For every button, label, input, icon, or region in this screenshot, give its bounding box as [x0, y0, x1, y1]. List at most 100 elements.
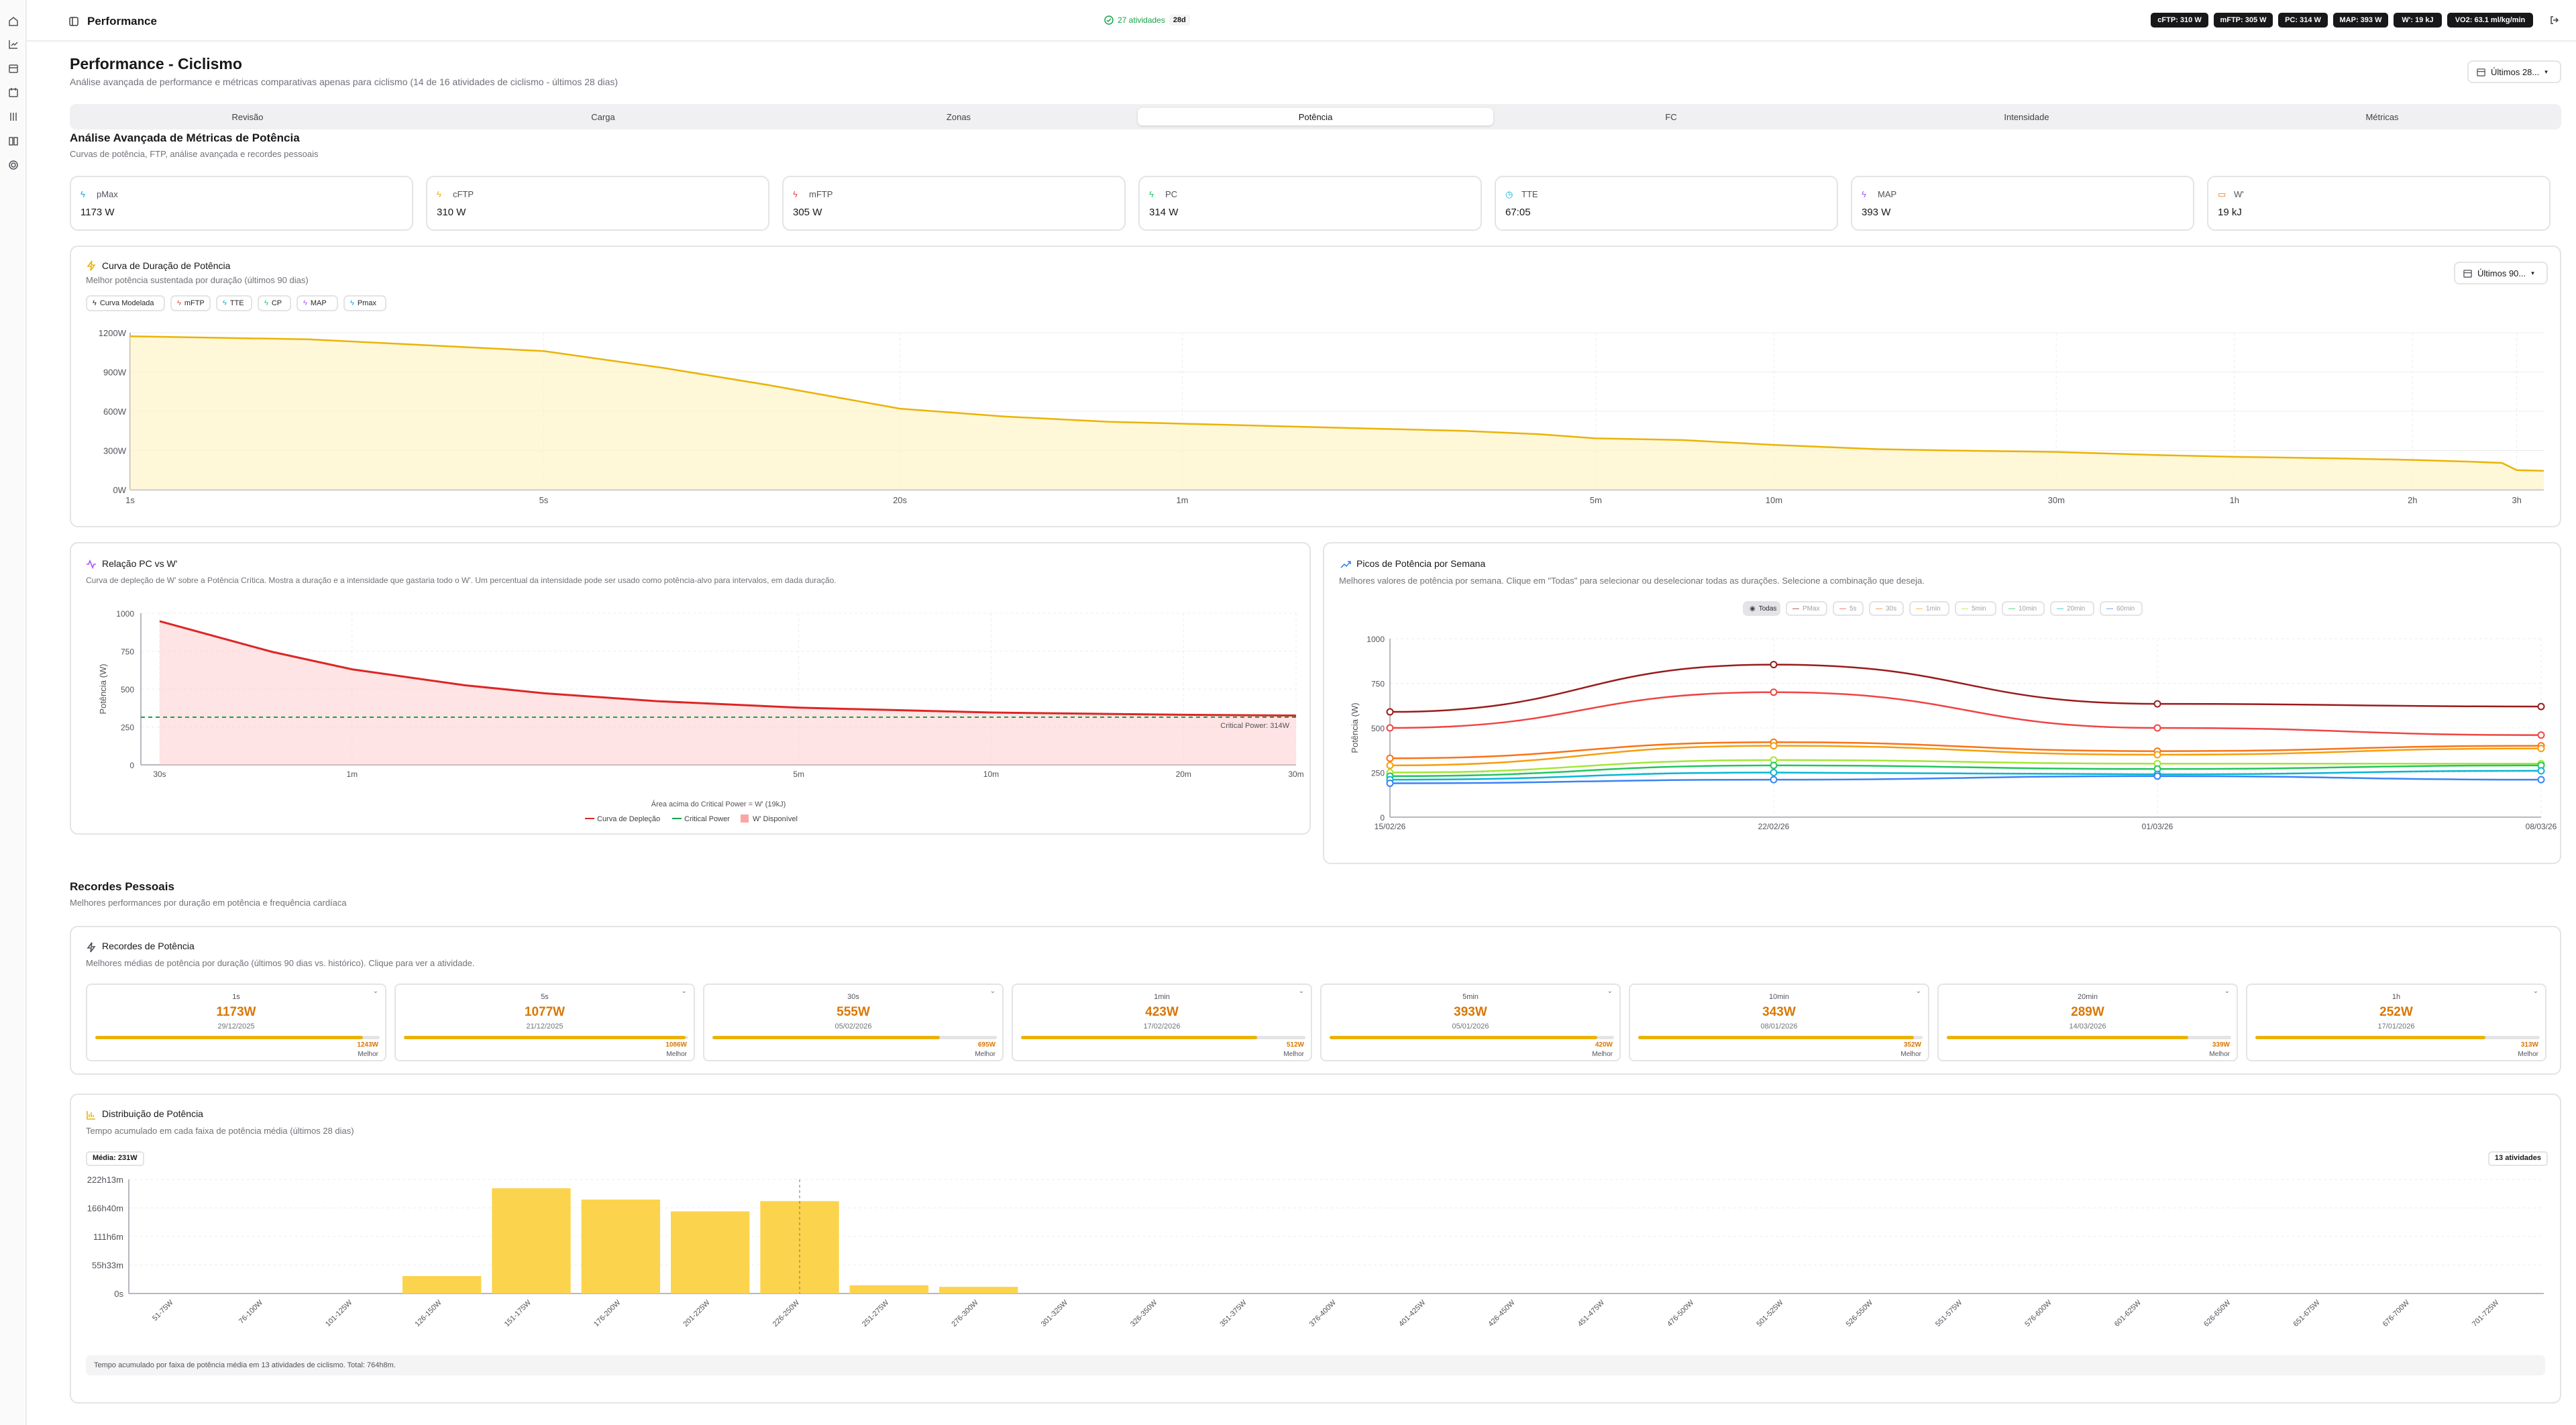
- filter-1min[interactable]: —1min: [1909, 601, 1949, 616]
- period-select[interactable]: Últimos 28... ▾: [2467, 60, 2561, 83]
- record-duration: 1min: [1154, 993, 1170, 1001]
- data-point: [1770, 688, 1778, 696]
- toggle-pmax[interactable]: ϟ Pmax: [343, 295, 386, 311]
- pdc-period-select[interactable]: Últimos 90... ▾: [2454, 262, 2548, 284]
- record-card-10min[interactable]: ⌄ 10min 343W 08/01/2026 352W Melhor: [1629, 984, 1929, 1061]
- bar-126-150W[interactable]: [402, 1275, 482, 1294]
- calendar-icon[interactable]: [8, 63, 19, 74]
- filter-60min[interactable]: —60min: [2100, 601, 2143, 616]
- toggle-tte[interactable]: ϟ TTE: [216, 295, 252, 311]
- record-progress-fill: [404, 1036, 686, 1039]
- record-card-20min[interactable]: ⌄ 20min 289W 14/03/2026 339W Melhor: [1937, 984, 2238, 1061]
- toggle-mftp[interactable]: ϟ mFTP: [170, 295, 211, 311]
- filter-5min[interactable]: — 5min: [1955, 601, 1996, 616]
- power-curve-line: [129, 335, 2544, 472]
- filter-todas[interactable]: ◉ Todas: [1743, 601, 1780, 616]
- series-swatch-icon: —: [1792, 604, 1799, 613]
- wprime-area: [160, 621, 1296, 765]
- record-date: 17/02/2026: [1143, 1022, 1181, 1031]
- y-axis-title: Potência (W): [1350, 702, 1360, 753]
- filter-5s[interactable]: —5s: [1833, 601, 1864, 616]
- filter-label: 5s: [1849, 604, 1857, 613]
- tab-intensidade[interactable]: Intensidade: [2004, 111, 2049, 122]
- data-point: [2153, 772, 2161, 780]
- toggle-label: Curva Modelada: [99, 299, 154, 307]
- record-card-1s[interactable]: ⌄ 1s 1173W 29/12/2025 1243W Melhor: [86, 984, 386, 1061]
- series-line-60min: [1389, 775, 2542, 784]
- metric-card-cftp: ϟ cFTP 310 W: [426, 176, 769, 231]
- home-icon[interactable]: [8, 16, 19, 27]
- bar-251-275W[interactable]: [849, 1285, 928, 1294]
- bar-226-250W[interactable]: [760, 1201, 839, 1294]
- records-card-subtitle: Melhores médias de potência por duração …: [86, 958, 475, 968]
- tab-carga[interactable]: Carga: [591, 111, 615, 122]
- record-card-5s[interactable]: ⌄ 5s 1077W 21/12/2025 1086W Melhor: [394, 984, 695, 1061]
- chevron-down-icon: ⌄: [1915, 988, 1921, 995]
- x-tick-label: 126-150W: [413, 1298, 443, 1328]
- bar-176-200W[interactable]: [581, 1199, 660, 1294]
- y-tick-label: 222h13m: [87, 1175, 123, 1185]
- x-tick-label: 1m: [346, 770, 358, 779]
- record-progress: [404, 1036, 688, 1039]
- tab-potencia[interactable]: Potência: [1138, 108, 1493, 125]
- toggle-cp[interactable]: ϟ CP: [258, 295, 291, 311]
- record-duration: 10min: [1769, 993, 1789, 1001]
- series-line-20min: [1389, 770, 2542, 781]
- tab-fc[interactable]: FC: [1665, 111, 1677, 122]
- x-tick-label: 326-350W: [1129, 1298, 1159, 1328]
- chevron-down-icon: ⌄: [2532, 988, 2538, 995]
- check-circle-icon: [1104, 15, 1114, 25]
- data-point: [2537, 702, 2545, 710]
- sliders-icon[interactable]: [8, 111, 19, 122]
- y-tick-label: 111h6m: [93, 1232, 123, 1242]
- y-tick-label: 1200W: [99, 328, 127, 338]
- filter-pmax[interactable]: — PMax: [1786, 601, 1827, 616]
- series-swatch-icon: —: [2106, 604, 2113, 613]
- record-best: 313W: [2520, 1041, 2538, 1049]
- filter-label: 1min: [1926, 604, 1941, 613]
- toggle-map[interactable]: ϟ MAP: [297, 295, 338, 311]
- bar-151-175W[interactable]: [492, 1188, 571, 1294]
- filter-30s[interactable]: — 30s: [1869, 601, 1904, 616]
- map-badge: MAP: 393 W: [2333, 13, 2388, 28]
- records-section-subtitle: Melhores performances por duração em pot…: [70, 898, 347, 908]
- record-duration: 5min: [1462, 993, 1479, 1001]
- record-card-1min[interactable]: ⌄ 1min 423W 17/02/2026 512W Melhor: [1012, 984, 1312, 1061]
- series-swatch-icon: —: [1839, 604, 1846, 613]
- zap-icon: ϟ: [1862, 189, 1866, 199]
- record-progress: [1947, 1036, 2231, 1039]
- toggle-label: CP: [271, 299, 282, 307]
- activities-icon[interactable]: [8, 87, 19, 98]
- y-tick-label: 750: [121, 647, 134, 657]
- record-best-label: Melhor: [1900, 1051, 1921, 1058]
- data-point: [1386, 708, 1394, 716]
- bolt-icon: ϟ: [437, 189, 441, 199]
- book-icon[interactable]: [8, 136, 19, 146]
- record-card-5min[interactable]: ⌄ 5min 393W 05/01/2026 420W Melhor: [1320, 984, 1621, 1061]
- tab-metricas[interactable]: Métricas: [2365, 111, 2399, 122]
- filter-label: 60min: [2116, 604, 2135, 613]
- series-swatch-icon: —: [2057, 604, 2063, 613]
- records-section-title: Recordes Pessoais: [70, 880, 174, 893]
- data-point: [1770, 761, 1778, 770]
- tab-zonas[interactable]: Zonas: [946, 111, 971, 122]
- sidebar-toggle-icon[interactable]: [68, 16, 79, 27]
- data-point: [1386, 761, 1394, 770]
- bar-201-225W[interactable]: [671, 1211, 750, 1294]
- filter-label: 10min: [2019, 604, 2037, 613]
- chart-icon[interactable]: [8, 39, 19, 50]
- filter-10min[interactable]: — 10min: [2002, 601, 2045, 616]
- record-best-label: Melhor: [975, 1051, 996, 1058]
- weekly-subtitle: Melhores valores de potência por semana.…: [1339, 576, 1925, 586]
- logout-icon[interactable]: [2549, 15, 2560, 25]
- period-badge: 28d: [1169, 15, 1190, 25]
- record-card-30s[interactable]: ⌄ 30s 555W 05/02/2026 695W Melhor: [703, 984, 1004, 1061]
- record-card-1h[interactable]: ⌄ 1h 252W 17/01/2026 313W Melhor: [2246, 984, 2546, 1061]
- filter-20min[interactable]: — 20min: [2050, 601, 2094, 616]
- bar-276-300W[interactable]: [939, 1287, 1018, 1294]
- settings-icon[interactable]: [8, 160, 19, 170]
- record-best: 1086W: [665, 1041, 687, 1049]
- toggle-curva-modelada[interactable]: ϟ Curva Modelada: [86, 295, 165, 311]
- tab-revisao[interactable]: Revisão: [231, 111, 264, 122]
- record-best-label: Melhor: [1283, 1051, 1304, 1058]
